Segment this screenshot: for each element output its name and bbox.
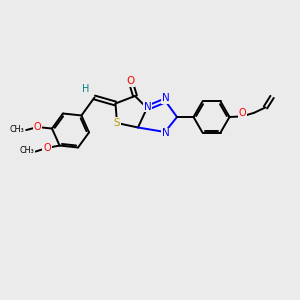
Text: CH₃: CH₃ — [19, 146, 34, 155]
Text: O: O — [34, 122, 41, 132]
Text: CH₃: CH₃ — [10, 125, 25, 134]
Text: O: O — [238, 108, 246, 118]
Text: methoxy: methoxy — [15, 129, 21, 130]
Text: O: O — [43, 143, 51, 153]
Text: N: N — [162, 128, 170, 139]
Text: O: O — [126, 76, 135, 86]
Text: N: N — [144, 101, 152, 112]
Text: H: H — [82, 83, 89, 94]
Text: N: N — [162, 93, 170, 103]
Text: S: S — [114, 118, 120, 128]
